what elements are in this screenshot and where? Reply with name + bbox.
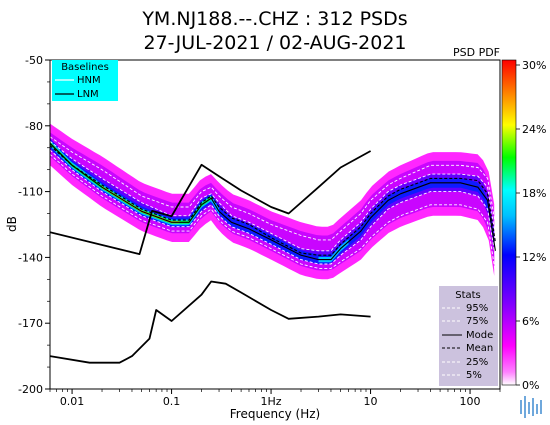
y-axis: -50 -80 -110 -140 -170 -200 [18,54,50,396]
x-axis-label: Frequency (Hz) [230,407,321,421]
lnm-legend-label: LNM [77,89,99,100]
colorbar-ticks: 30% 24% 18% 12% 6% 0% [516,59,546,392]
p95-label: 95% [466,303,488,314]
p5-label: 5% [466,370,482,381]
y-axis-label: dB [5,216,19,232]
y-tick-label: -200 [18,383,43,396]
y-tick-label: -50 [25,54,43,67]
y-tick-label: -110 [18,186,43,199]
series-line-5pct [50,153,496,273]
colorbar-tick-label: 0% [522,379,539,392]
x-tick-label: 0.1 [163,395,181,408]
mean-label: Mean [466,343,493,354]
baselines-legend-title: Baselines [61,62,109,73]
p75-label: 75% [466,316,488,327]
stats-legend: Stats 95% 75% Mode Mean 25% 5% [439,286,498,386]
mode-label: Mode [466,330,493,341]
x-tick-label: 1Hz [261,395,282,408]
series-line-25pct [50,149,496,265]
y-tick-label: -140 [18,251,43,264]
series-line-mode [50,142,496,261]
x-axis: 0.01 0.1 1Hz 10 100 [49,389,501,408]
colorbar-tick-label: 24% [522,123,546,136]
x-tick-label: 0.01 [60,395,85,408]
chart-title-line2: 27-JUL-2021 / 02-AUG-2021 [144,32,407,54]
series-line-lnm [50,280,371,364]
series-line-mean [50,145,496,256]
chart-title-line1: YM.NJ188.--.CHZ : 312 PSDs [141,8,407,30]
series-line-hnm [50,150,372,256]
hnm-legend-label: HNM [77,75,101,86]
x-tick-label: 100 [460,395,481,408]
stats-legend-box [439,286,498,386]
pdf-blue-band [50,138,495,265]
stats-legend-title: Stats [455,290,481,301]
y-tick-label: -170 [18,317,43,330]
colorbar-tick-label: 12% [522,251,546,264]
series-lines [50,136,496,364]
p25-label: 25% [466,357,488,368]
iris-logo-icon [520,396,542,418]
colorbar [501,59,517,386]
colorbar-tick-label: 6% [522,315,539,328]
colorbar-tick-label: 18% [522,187,546,200]
psd-pdf-label: PSD PDF [453,46,500,59]
y-tick-label: -80 [25,120,43,133]
psd-pdf-cloud [50,123,495,280]
series-line-95pct [50,136,496,241]
colorbar-tick-label: 30% [522,59,546,72]
x-tick-label: 10 [364,395,378,408]
baselines-legend: Baselines HNM LNM [52,60,118,101]
plot-frame [49,59,501,390]
